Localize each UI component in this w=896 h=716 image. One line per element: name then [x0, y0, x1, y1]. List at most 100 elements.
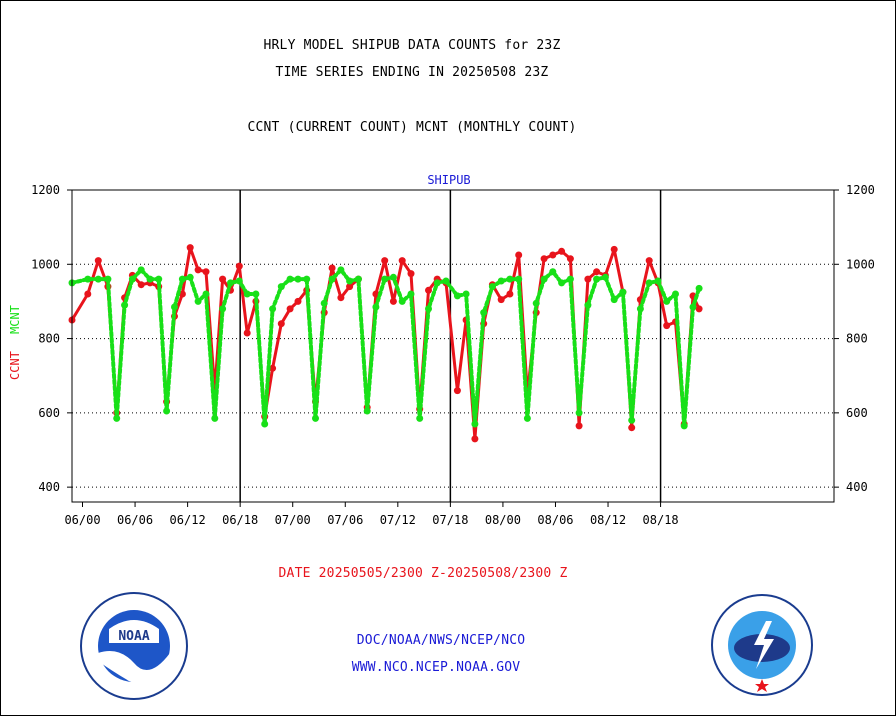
axis-layer: 400 400 600 600 800 800 1000 1000 1200 1200 06/00 0…	[31, 183, 875, 527]
data-point-ccnt	[453, 387, 461, 395]
website-link[interactable]: WWW.NCO.NCEP.NOAA.GOV	[351, 660, 521, 675]
data-point-mcnt	[128, 275, 136, 283]
data-point-ccnt	[540, 255, 548, 263]
data-point-ccnt	[346, 283, 354, 291]
series-line-mcnt	[70, 267, 702, 428]
y-axis-label-mcnt: MCNT	[8, 305, 22, 334]
data-point-mcnt	[680, 422, 688, 430]
data-point-mcnt	[94, 275, 102, 283]
data-point-mcnt	[235, 277, 243, 285]
data-point-ccnt	[425, 286, 432, 294]
data-point-mcnt	[407, 290, 415, 298]
data-point-ccnt	[84, 290, 92, 298]
data-point-mcnt	[320, 299, 328, 307]
data-point-ccnt	[610, 245, 618, 253]
data-point-mcnt	[540, 275, 548, 283]
data-point-mcnt	[186, 273, 194, 281]
data-point-mcnt	[645, 279, 653, 287]
data-point-ccnt	[497, 296, 505, 304]
data-point-ccnt	[566, 255, 574, 263]
data-point-mcnt	[488, 283, 496, 291]
data-point-mcnt	[628, 416, 636, 424]
data-point-mcnt	[480, 309, 488, 317]
data-point-ccnt	[515, 251, 523, 259]
data-point-mcnt	[584, 301, 592, 309]
data-point-mcnt	[137, 266, 145, 274]
series-layer	[68, 244, 703, 443]
data-point-mcnt	[523, 414, 531, 422]
data-point-mcnt	[453, 292, 461, 300]
panel-title: SHIPUB	[427, 173, 470, 187]
data-point-ccnt	[137, 281, 145, 289]
data-point-mcnt	[636, 305, 644, 313]
data-point-ccnt	[558, 247, 566, 255]
x-tick-label: 06/12	[170, 513, 206, 527]
x-tick-label: 07/12	[380, 513, 416, 527]
data-point-mcnt	[328, 275, 336, 283]
y-tick-label-left: 400	[38, 480, 60, 494]
data-point-mcnt	[194, 297, 202, 305]
separator-layer	[239, 190, 662, 502]
data-point-mcnt	[146, 275, 154, 283]
grid-layer	[72, 263, 834, 488]
y-tick-label-left: 1200	[31, 183, 60, 197]
data-point-mcnt	[381, 275, 389, 283]
data-point-mcnt	[416, 414, 424, 422]
data-point-ccnt	[398, 257, 406, 265]
data-point-ccnt	[186, 244, 194, 252]
data-point-mcnt	[104, 275, 112, 283]
x-tick-label: 06/06	[117, 513, 153, 527]
data-point-mcnt	[398, 297, 406, 305]
data-point-ccnt	[277, 320, 285, 328]
data-point-ccnt	[202, 268, 210, 276]
data-point-ccnt	[593, 268, 601, 276]
y-tick-label-left: 600	[38, 406, 60, 420]
data-point-ccnt	[549, 251, 557, 259]
data-point-mcnt	[610, 296, 618, 304]
data-point-mcnt	[163, 407, 171, 415]
x-tick-label: 06/18	[222, 513, 258, 527]
y-tick-label-right: 400	[846, 480, 868, 494]
data-point-ccnt	[575, 422, 583, 430]
data-point-mcnt	[171, 303, 178, 311]
data-point-mcnt	[549, 268, 557, 276]
plot-area-border	[71, 189, 835, 503]
y-tick-label-right: 800	[846, 332, 868, 346]
chart-title-line2: TIME SERIES ENDING IN 20250508 23Z	[275, 65, 549, 80]
data-point-ccnt	[381, 257, 389, 265]
noaa-wordmark: NOAA	[118, 629, 149, 644]
x-tick-label: 07/06	[327, 513, 363, 527]
data-point-mcnt	[442, 277, 450, 285]
data-point-mcnt	[337, 266, 345, 274]
data-point-mcnt	[84, 275, 92, 283]
data-point-ccnt	[584, 275, 592, 283]
y-tick-label-right: 1200	[846, 183, 875, 197]
x-tick-label: 06/00	[64, 513, 100, 527]
data-point-mcnt	[294, 275, 302, 283]
data-point-ccnt	[506, 290, 514, 298]
nws-logo	[711, 594, 813, 696]
data-point-mcnt	[497, 277, 505, 285]
data-point-mcnt	[121, 301, 129, 309]
chart-title-line1: HRLY MODEL SHIPUB DATA COUNTS for 23Z	[263, 38, 561, 53]
data-point-mcnt	[252, 290, 260, 298]
data-point-mcnt	[303, 275, 311, 283]
y-tick-label-right: 600	[846, 406, 868, 420]
data-point-ccnt	[407, 270, 415, 278]
data-point-mcnt	[243, 290, 251, 298]
data-point-mcnt	[346, 277, 354, 285]
data-point-ccnt	[471, 435, 479, 443]
x-tick-label: 07/18	[432, 513, 468, 527]
data-point-mcnt	[211, 414, 219, 422]
data-point-mcnt	[113, 414, 121, 422]
y-axis-label-ccnt: CCNT	[8, 351, 22, 380]
data-point-mcnt	[354, 275, 362, 283]
data-point-mcnt	[202, 290, 210, 298]
data-point-ccnt	[94, 257, 102, 265]
data-point-ccnt	[389, 297, 397, 305]
data-point-mcnt	[689, 303, 697, 311]
x-tick-label: 07/00	[275, 513, 311, 527]
data-point-mcnt	[601, 273, 609, 281]
data-point-ccnt	[243, 329, 251, 337]
data-point-mcnt	[433, 279, 441, 287]
